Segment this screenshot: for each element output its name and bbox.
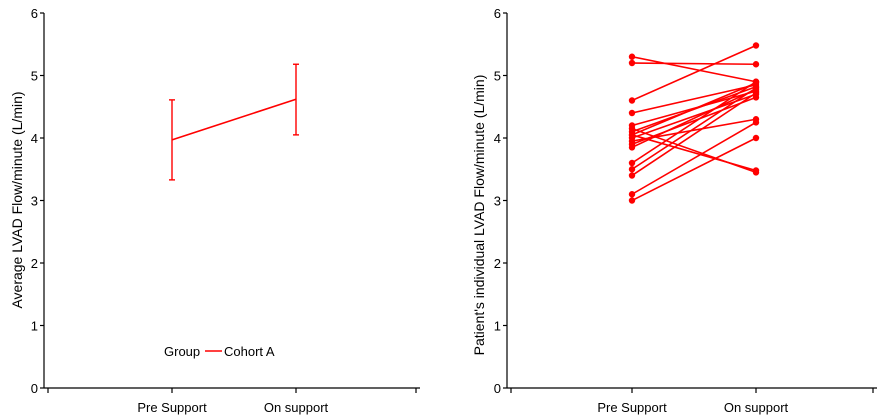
series-line bbox=[631, 134, 757, 172]
data-point bbox=[628, 191, 636, 198]
data-point bbox=[628, 172, 636, 179]
y-tick-label: 0 bbox=[494, 381, 501, 396]
data-point bbox=[628, 59, 636, 67]
series-line bbox=[631, 81, 757, 164]
y-tick-label: 2 bbox=[31, 256, 38, 271]
data-point bbox=[752, 61, 760, 68]
legend-entry: Cohort A bbox=[224, 344, 275, 359]
chart-panel-2: 0 1 2 3 4 5 6 Pre Support On support Patient's in… bbox=[471, 6, 877, 415]
data-point bbox=[752, 89, 760, 97]
series-line bbox=[631, 62, 757, 66]
legend-title: Group bbox=[164, 344, 200, 359]
data-point bbox=[752, 42, 760, 49]
series-line bbox=[631, 44, 757, 102]
series-line bbox=[171, 98, 297, 141]
y-tick-label: 4 bbox=[31, 131, 38, 146]
series-line bbox=[631, 121, 757, 195]
x-tick-label: Pre Support bbox=[137, 400, 207, 415]
y-tick-label: 1 bbox=[494, 319, 501, 334]
y-tick-label: 1 bbox=[31, 319, 38, 334]
data-point bbox=[752, 119, 760, 126]
data-point bbox=[752, 78, 760, 85]
y-tick-label: 5 bbox=[31, 69, 38, 84]
chart-panel-1: 0 1 2 3 4 5 6 Pre Support On support Average LVAD… bbox=[9, 6, 420, 415]
data-point bbox=[628, 109, 636, 117]
data-point bbox=[628, 159, 636, 167]
y-tick-label: 4 bbox=[494, 131, 501, 146]
y-tick-label: 3 bbox=[494, 194, 501, 209]
y-tick-label: 0 bbox=[31, 381, 38, 396]
series-line bbox=[631, 84, 757, 114]
y-tick-label: 5 bbox=[494, 69, 501, 84]
data-point bbox=[628, 53, 636, 60]
data-point bbox=[752, 94, 760, 101]
series-line bbox=[631, 88, 757, 149]
data-point bbox=[752, 134, 760, 142]
series-line bbox=[631, 92, 757, 177]
series-line bbox=[631, 137, 757, 202]
data-point bbox=[628, 197, 636, 204]
series-line bbox=[631, 87, 757, 170]
y-tick-label: 6 bbox=[494, 6, 501, 21]
data-point bbox=[752, 84, 760, 92]
data-point bbox=[628, 131, 636, 139]
y-tick-label: 6 bbox=[31, 6, 38, 21]
data-point bbox=[752, 167, 760, 174]
y-axis-label: Average LVAD Flow/minute (L/min) bbox=[9, 91, 25, 308]
x-tick-label: On support bbox=[724, 400, 789, 415]
data-point bbox=[628, 166, 636, 173]
y-tick-label: 3 bbox=[31, 194, 38, 209]
y-axis-label: Patient's individual LVAD Flow/minute (L… bbox=[471, 75, 487, 356]
series-line bbox=[631, 96, 757, 145]
series-line bbox=[631, 82, 757, 136]
x-tick-label: On support bbox=[264, 400, 329, 415]
y-tick-label: 2 bbox=[494, 256, 501, 271]
data-point bbox=[628, 97, 636, 104]
x-tick-label: Pre Support bbox=[597, 400, 667, 415]
series-line bbox=[631, 55, 757, 83]
data-point bbox=[628, 144, 636, 151]
legend: Group Cohort A bbox=[164, 344, 275, 359]
